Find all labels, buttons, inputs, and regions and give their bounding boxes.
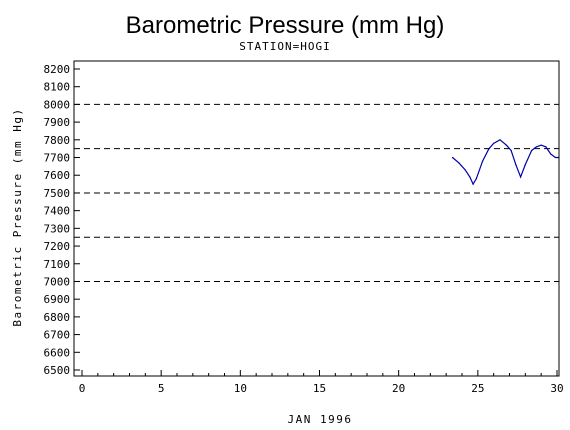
y-axis-label: Barometric Pressure (mm Hg): [11, 107, 24, 326]
data-point: [451, 156, 454, 159]
data-point: [481, 160, 484, 162]
data-point: [475, 178, 477, 180]
data-point: [488, 148, 490, 150]
data-point: [472, 183, 474, 185]
data-point: [531, 149, 533, 152]
chart-title: Barometric Pressure (mm Hg): [126, 12, 445, 39]
y-tick-label: 7900: [44, 116, 71, 129]
x-tick-label: 20: [392, 382, 405, 395]
chart-subtitle: STATION=HOGI: [239, 40, 330, 53]
data-point: [493, 142, 495, 144]
series-layer: [451, 139, 560, 186]
y-tick-label: 8200: [44, 63, 71, 76]
data-point: [464, 169, 466, 171]
y-tick-label: 6800: [44, 311, 71, 324]
data-point: [510, 149, 512, 152]
reference-lines: [74, 103, 559, 282]
y-tick-label: 8000: [44, 98, 71, 111]
y-tick-label: 6700: [44, 329, 71, 342]
data-point: [519, 176, 522, 178]
pressure-series-line: [452, 139, 559, 186]
x-tick-label: 10: [234, 382, 247, 395]
y-tick-label: 7700: [44, 152, 71, 165]
y-tick-label: 7100: [44, 258, 71, 271]
y-tick-label: 7500: [44, 187, 71, 200]
data-point: [515, 164, 517, 166]
y-tick-label: 7600: [44, 169, 71, 182]
x-axis-ticks: 0 5 10 15 20 25 30: [79, 370, 564, 395]
y-tick-label: 7800: [44, 134, 71, 147]
data-point: [540, 144, 542, 146]
y-tick-label: 6500: [44, 364, 71, 377]
data-point: [554, 156, 557, 159]
data-point: [550, 153, 552, 155]
y-tick-label: 7400: [44, 205, 71, 218]
y-tick-label: 6900: [44, 293, 71, 306]
x-tick-label: 0: [79, 382, 86, 395]
y-tick-label: 7200: [44, 240, 71, 253]
data-point: [499, 139, 501, 141]
y-tick-label: 6600: [44, 346, 71, 359]
data-point: [469, 176, 471, 178]
y-axis-ticks: 6500 6600 6700 6800 6900 7000 7100 7200 7300 7400…: [44, 63, 80, 377]
data-point: [505, 144, 507, 146]
data-point: [535, 146, 538, 148]
x-tick-label: 15: [313, 382, 326, 395]
y-tick-label: 8100: [44, 81, 71, 94]
data-point: [458, 162, 460, 164]
plot-frame: [73, 60, 560, 377]
x-axis-label: JAN 1996: [288, 413, 353, 426]
x-tick-label: 5: [158, 382, 165, 395]
x-tick-label: 30: [550, 382, 563, 395]
data-point: [524, 164, 526, 166]
data-point: [545, 146, 547, 148]
y-tick-label: 7300: [44, 222, 71, 235]
x-tick-label: 25: [471, 382, 484, 395]
y-tick-label: 7000: [44, 275, 71, 288]
